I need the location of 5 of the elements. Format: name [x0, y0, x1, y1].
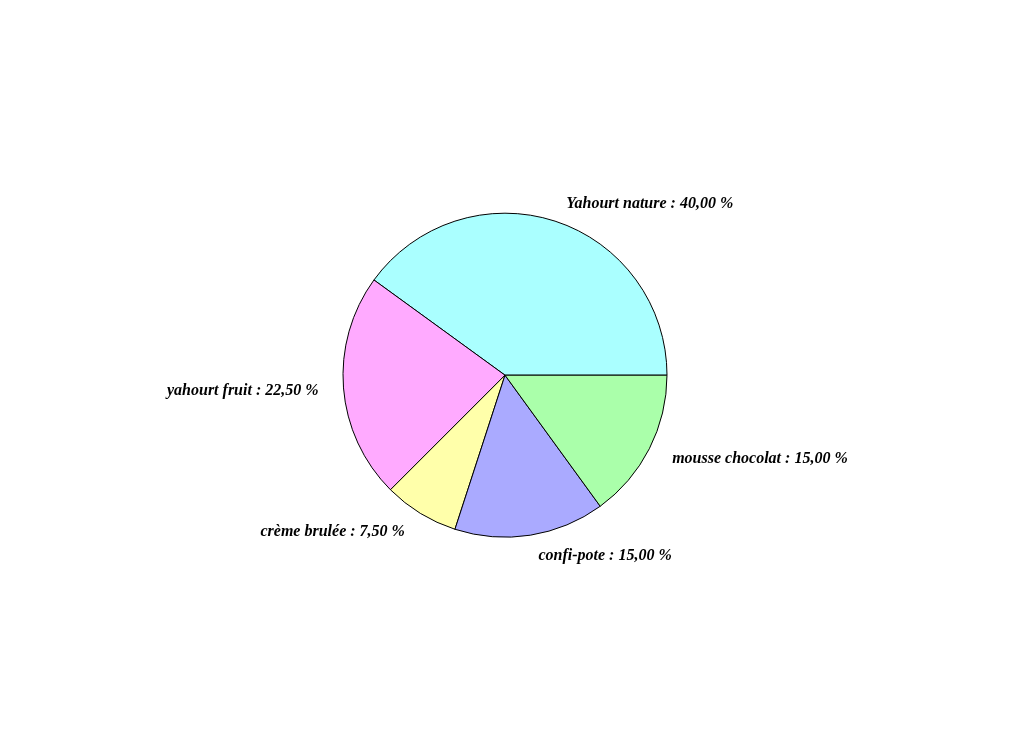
slice-label: mousse chocolat : 15,00 %	[672, 449, 848, 467]
slice-label: yahourt fruit : 22,50 %	[164, 380, 319, 399]
slice-label: crème brulée : 7,50 %	[260, 521, 405, 539]
slice-label: Yahourt nature : 40,00 %	[566, 193, 734, 211]
slice-label: confi-pote : 15,00 %	[538, 546, 672, 565]
